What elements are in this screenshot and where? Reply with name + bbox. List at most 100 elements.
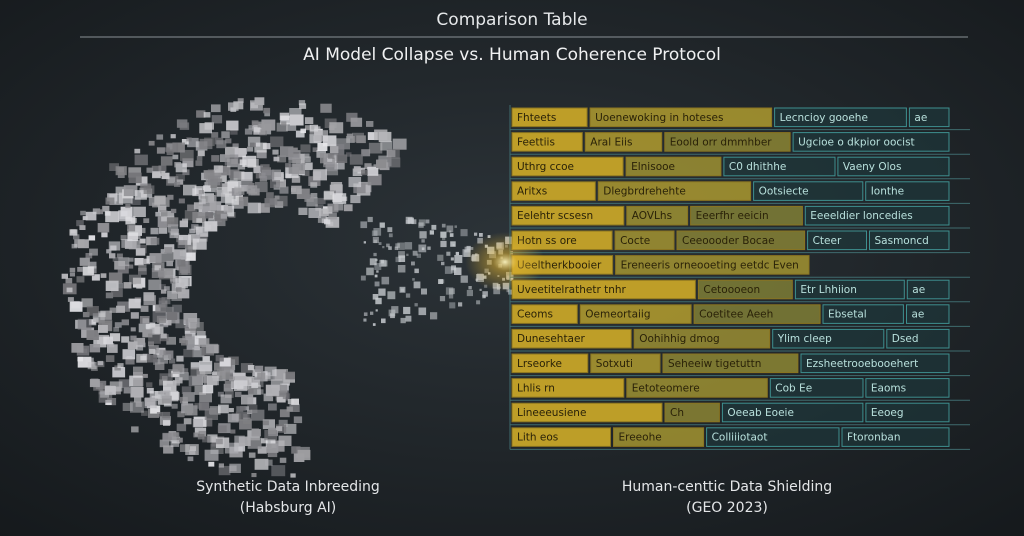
debris bbox=[418, 244, 427, 253]
table-cell bbox=[579, 304, 692, 324]
fragment bbox=[255, 365, 264, 373]
fragment bbox=[161, 297, 171, 305]
fragment bbox=[165, 142, 179, 153]
debris bbox=[444, 266, 453, 274]
debris bbox=[508, 289, 514, 295]
fragment bbox=[136, 344, 144, 351]
fragment bbox=[128, 167, 142, 178]
debris bbox=[381, 276, 390, 285]
cell-text: Eoold orr dmmhber bbox=[670, 136, 773, 148]
cell-text: Lith eos bbox=[517, 432, 558, 444]
fragment bbox=[174, 162, 182, 168]
fragment bbox=[167, 177, 176, 184]
fragment bbox=[198, 338, 210, 347]
table-cell bbox=[625, 156, 722, 177]
fragment bbox=[148, 333, 161, 344]
fragment bbox=[164, 286, 170, 291]
debris bbox=[378, 288, 386, 296]
fragment bbox=[265, 384, 280, 396]
fragment bbox=[149, 348, 156, 354]
fragment bbox=[134, 190, 147, 200]
fragment bbox=[146, 382, 153, 388]
fragment bbox=[103, 336, 113, 345]
fragment bbox=[271, 444, 277, 449]
fragment bbox=[93, 317, 99, 322]
fragment bbox=[202, 201, 216, 213]
fragment bbox=[175, 173, 185, 182]
table-cell bbox=[614, 230, 675, 251]
fragment bbox=[273, 156, 280, 162]
fragment bbox=[266, 192, 274, 199]
fragment bbox=[80, 210, 86, 216]
fragment bbox=[128, 257, 134, 262]
fragment bbox=[283, 423, 297, 434]
debris bbox=[381, 318, 386, 324]
fragment bbox=[262, 420, 269, 426]
fragment bbox=[225, 146, 239, 158]
table-cell bbox=[511, 107, 588, 128]
debris bbox=[403, 306, 411, 315]
fragment bbox=[260, 164, 270, 172]
fragment bbox=[133, 206, 146, 217]
fragment bbox=[141, 410, 148, 416]
table-cell bbox=[908, 107, 950, 128]
debris bbox=[405, 293, 411, 298]
fragment bbox=[315, 204, 324, 211]
fragment bbox=[76, 220, 84, 227]
fragment bbox=[177, 289, 190, 299]
fragment bbox=[176, 355, 184, 362]
fragment bbox=[179, 444, 190, 452]
table-cell bbox=[772, 328, 885, 349]
fragment bbox=[152, 171, 161, 178]
fragment bbox=[142, 373, 148, 378]
table-cell bbox=[697, 279, 793, 300]
table-cell bbox=[511, 304, 578, 324]
fragment bbox=[230, 429, 236, 434]
fragment bbox=[352, 168, 363, 177]
cell-text: Eelehtr scsesn bbox=[517, 210, 593, 222]
fragment bbox=[142, 329, 153, 338]
fragment bbox=[108, 241, 121, 251]
table-cell bbox=[865, 378, 950, 398]
fragment bbox=[376, 159, 387, 168]
fragment bbox=[105, 292, 114, 299]
fragment bbox=[143, 185, 155, 194]
fragment bbox=[133, 337, 146, 347]
fragment bbox=[89, 344, 101, 353]
fragment bbox=[168, 358, 176, 364]
fragment bbox=[181, 386, 192, 394]
fragment bbox=[228, 408, 234, 413]
fragment bbox=[129, 274, 142, 285]
fragment bbox=[243, 413, 250, 419]
fragment bbox=[175, 319, 187, 329]
fragment bbox=[343, 204, 353, 212]
fragment bbox=[295, 130, 305, 138]
debris bbox=[479, 288, 482, 291]
table-cell bbox=[723, 156, 836, 177]
cell-text: Lineeeusiene bbox=[517, 407, 586, 419]
fragment bbox=[213, 165, 223, 173]
fragment bbox=[293, 416, 303, 424]
fragment bbox=[348, 177, 362, 188]
fragment bbox=[134, 148, 141, 154]
table-cell bbox=[584, 132, 663, 152]
fragment bbox=[123, 185, 138, 197]
fragment bbox=[303, 156, 311, 163]
fragment bbox=[138, 267, 147, 275]
debris bbox=[474, 232, 478, 236]
fragment bbox=[251, 429, 261, 437]
debris bbox=[366, 267, 374, 276]
debris bbox=[388, 309, 396, 317]
debris bbox=[418, 222, 424, 228]
debris bbox=[441, 223, 446, 228]
fragment bbox=[308, 208, 321, 218]
fragment bbox=[277, 384, 288, 393]
fragment bbox=[155, 211, 162, 217]
fragment bbox=[261, 169, 275, 180]
fragment bbox=[193, 432, 200, 438]
debris bbox=[414, 303, 418, 307]
debris bbox=[439, 296, 446, 302]
fragment bbox=[234, 442, 246, 452]
debris bbox=[388, 233, 393, 238]
